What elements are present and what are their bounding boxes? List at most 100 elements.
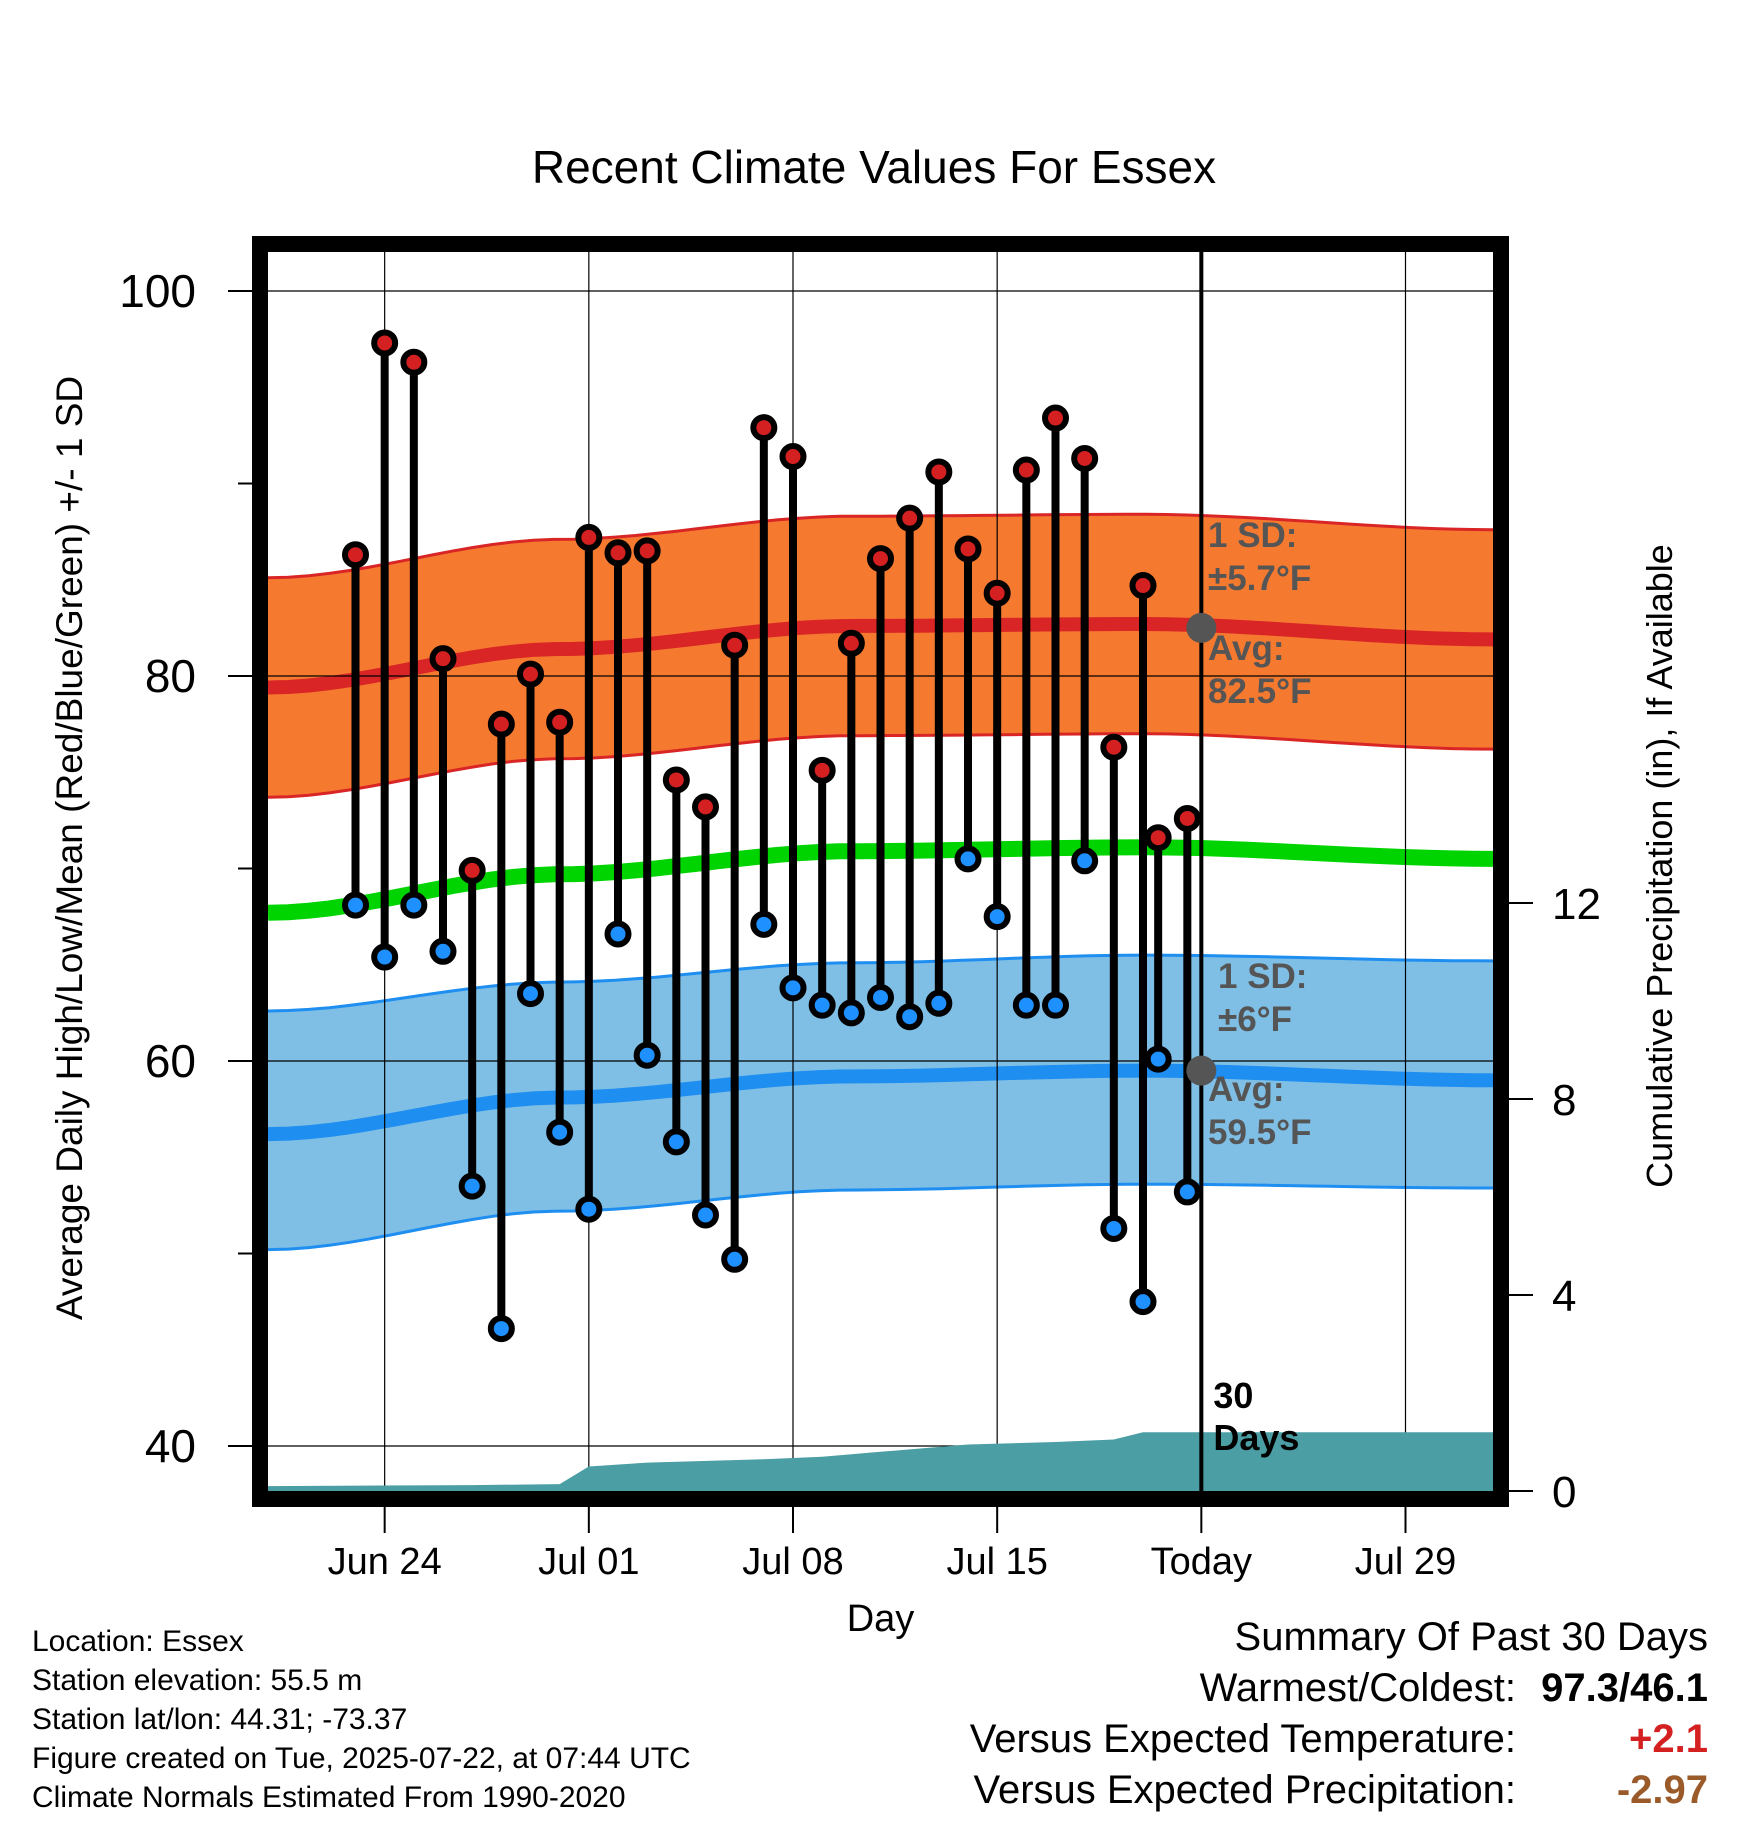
daily-high-point [983,579,1011,607]
y-right-axis-label: Cumulative Precipitation (in), If Availa… [1639,544,1680,1188]
y-right-tick-label: 8 [1552,1076,1576,1125]
daily-high-point [721,631,749,659]
y-right-tick-label: 12 [1552,880,1601,929]
daily-high-point [779,443,807,471]
daily-low-point [1071,847,1099,875]
daily-high-point [604,539,632,567]
daily-low-point [1144,1045,1172,1073]
normal-high-sd-upper-line [267,512,1494,580]
daily-low-point [575,1195,603,1223]
y-left-tick-label: 100 [119,265,196,317]
y-left-tick-label: 40 [145,1420,196,1472]
daily-high-point [487,710,515,738]
daily-low-point [633,1041,661,1069]
daily-low-point [400,891,428,919]
daily-values [342,329,1201,1343]
daily-high-point [925,458,953,486]
chart-title: Recent Climate Values For Essex [531,141,1217,193]
high-avg-label: Avg: [1208,629,1284,668]
x-tick-label: Jul 15 [946,1541,1047,1583]
low-sd-value: ±6°F [1218,1000,1292,1039]
latlon-text: Station lat/lon: 44.31; -73.37 [32,1703,408,1736]
today-marker-group: 30 Days [1186,252,1299,1491]
normals-text: Climate Normals Estimated From 1990-2020 [32,1781,626,1814]
daily-low-point [458,1172,486,1200]
daily-high-point [1144,824,1172,852]
high-avg-value: 82.5°F [1208,672,1312,711]
daily-high-point [458,856,486,884]
axes: 40 60 80 100 0 4 8 12 Jun 24 Jul 01 Jul 08 Jul 15 To… [49,265,1680,1640]
daily-low-point [429,937,457,965]
daily-low-point [750,910,778,938]
daily-high-point [896,504,924,532]
daily-low-point [546,1118,574,1146]
daily-low-point [371,943,399,971]
daily-high-point [342,541,369,569]
daily-high-point [371,329,399,357]
daily-low-point [808,991,836,1019]
today-high-avg-marker [1186,612,1217,643]
daily-low-point [487,1315,515,1343]
daily-high-point [837,629,865,657]
station-info: Location: Essex Station elevation: 55.5 … [32,1622,691,1817]
y-left-axis-label: Average Daily High/Low/Mean (Red/Blue/Gr… [49,376,90,1320]
x-tick-label: Jul 29 [1355,1541,1456,1583]
y-left-tick-label: 60 [145,1035,196,1087]
daily-low-point [662,1128,690,1156]
daily-low-point [983,903,1011,931]
summary-precipitation: Versus Expected Precipitation: -2.97 [970,1765,1708,1816]
location-text: Location: Essex [32,1625,244,1658]
y-right-tick-label: 4 [1552,1272,1576,1321]
low-avg-value: 59.5°F [1208,1113,1312,1152]
daily-high-point [692,793,719,821]
daily-high-point [1129,572,1157,600]
x-axis-label: Day [847,1598,915,1640]
y-left-tick-label: 80 [145,650,196,702]
x-tick-label: Jun 24 [328,1541,442,1583]
daily-high-point [546,708,574,736]
daily-low-point [954,845,982,873]
today-days-label-line: Days [1213,1417,1299,1458]
daily-high-point [867,545,894,573]
daily-high-point [954,535,982,563]
daily-high-point [633,537,661,565]
daily-low-point [896,1003,924,1031]
daily-high-point [808,756,836,784]
warmest-coldest-label: Warmest/Coldest: [1199,1666,1516,1710]
x-tick-label: Jul 01 [538,1541,639,1583]
temp-vs-expected-label: Versus Expected Temperature: [969,1717,1516,1761]
daily-low-point [779,974,807,1002]
daily-low-point [1012,991,1040,1019]
temp-vs-expected-value: +2.1 [1629,1717,1708,1761]
daily-low-point [604,920,632,948]
daily-high-point [575,523,603,551]
plot-border [252,236,1509,1507]
today-days-label: 30 Days [1213,1375,1299,1458]
summary-temperature: Versus Expected Temperature: +2.1 [970,1714,1708,1765]
daily-high-point [1042,404,1069,432]
plot-frame [252,236,1509,1507]
daily-high-point [1100,733,1128,761]
summary-heading: Summary Of Past 30 Days [1234,1615,1708,1659]
daily-low-point [837,999,865,1027]
normal-low-sd-lower-line [267,1182,1493,1252]
daily-low-point [721,1245,749,1273]
daily-high-point [1071,444,1099,472]
y-right-tick-label: 0 [1552,1468,1576,1517]
x-tick-label: Jul 08 [742,1541,843,1583]
created-text: Figure created on Tue, 2025-07-22, at 07… [32,1742,691,1775]
low-sd-label: 1 SD: [1218,957,1307,996]
daily-high-point [400,348,428,376]
daily-high-point [429,645,457,673]
daily-low-point [1129,1288,1157,1316]
daily-low-point [1100,1214,1128,1242]
warmest-coldest-value: 97.3/46.1 [1541,1666,1708,1710]
precip-cumulative-area [268,1432,1493,1491]
daily-low-point [1042,991,1069,1019]
daily-high-point [1173,804,1201,832]
high-sd-label: 1 SD: [1208,516,1297,555]
daily-low-point [925,989,953,1017]
daily-high-point [750,414,778,442]
summary-warmest-coldest: Warmest/Coldest: 97.3/46.1 [970,1663,1708,1714]
